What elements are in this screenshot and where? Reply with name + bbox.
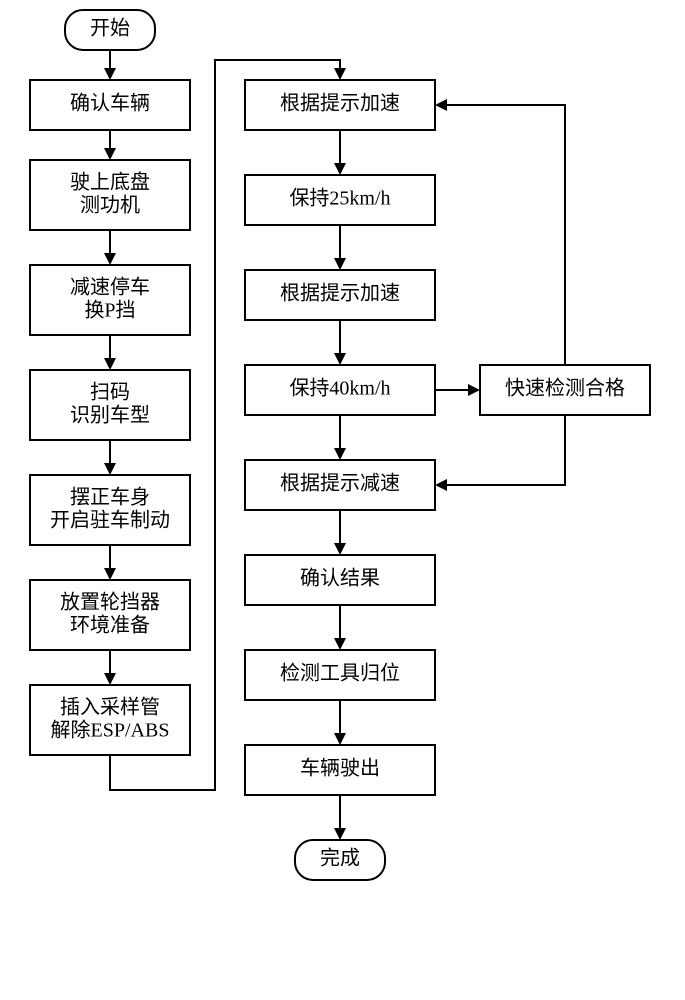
mid-step-7-label: 车辆驶出	[300, 757, 380, 780]
mid-step-4-label: 根据提示减速	[280, 472, 400, 495]
mid-step-3-label: 保持40km/h	[289, 377, 390, 400]
arrow-head	[104, 68, 116, 80]
arrow-head	[334, 733, 346, 745]
end-label: 完成	[320, 847, 360, 870]
mid-step-2-label: 根据提示加速	[280, 282, 400, 305]
mid-step-6-label: 检测工具归位	[280, 662, 400, 685]
arrow-head	[104, 463, 116, 475]
mid-step-1-label: 保持25km/h	[289, 187, 390, 210]
arrow-head	[334, 68, 346, 80]
right-box-label: 快速检测合格	[505, 377, 625, 400]
arrow-head	[104, 358, 116, 370]
arrow-head	[334, 448, 346, 460]
left-step-0-label: 确认车辆	[70, 92, 150, 115]
start-label: 开始	[90, 17, 130, 40]
arrow-head	[435, 479, 447, 491]
connector	[447, 105, 565, 365]
arrow-head	[334, 543, 346, 555]
arrow-head	[334, 353, 346, 365]
arrow-head	[435, 99, 447, 111]
arrow-head	[334, 163, 346, 175]
mid-step-5-label: 确认结果	[300, 567, 380, 590]
arrow-head	[334, 258, 346, 270]
connector	[447, 415, 565, 485]
arrow-head	[334, 638, 346, 650]
arrow-head	[104, 673, 116, 685]
arrow-head	[104, 568, 116, 580]
arrow-head	[104, 148, 116, 160]
arrow-head	[334, 828, 346, 840]
mid-step-0-label: 根据提示加速	[280, 92, 400, 115]
flowchart-canvas: 开始确认车辆驶上底盘测功机减速停车换P挡扫码识别车型摆正车身开启驻车制动放置轮挡…	[0, 0, 685, 1000]
arrow-head	[104, 253, 116, 265]
arrow-head	[468, 384, 480, 396]
